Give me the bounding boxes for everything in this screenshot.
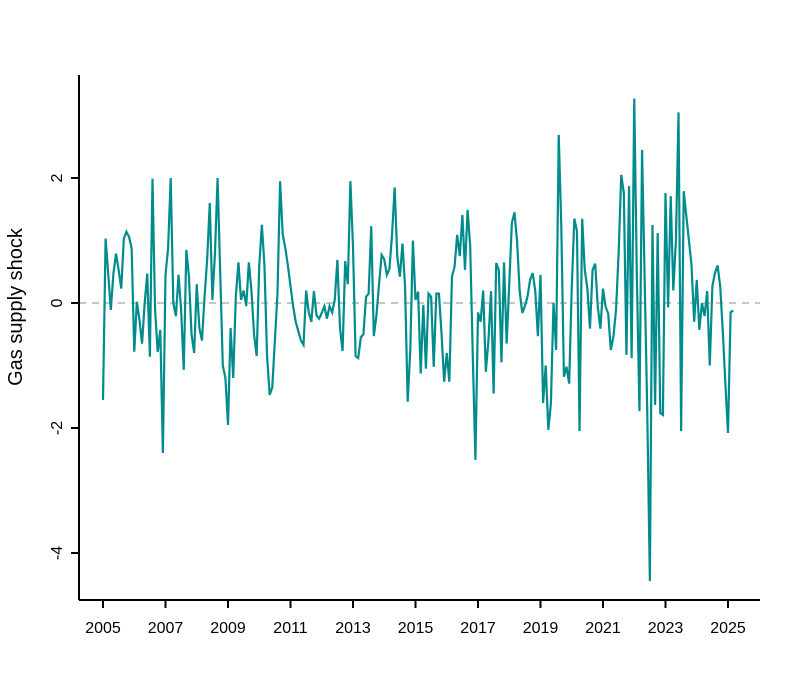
x-tick-label: 2007	[148, 620, 184, 637]
x-tick-label: 2023	[648, 620, 684, 637]
x-tick-label: 2005	[85, 620, 121, 637]
x-tick-label: 2009	[210, 620, 246, 637]
x-tick-label: 2019	[523, 620, 559, 637]
y-tick-label: 2	[49, 173, 66, 182]
x-tick-label: 2025	[710, 620, 746, 637]
tick-marks-and-labels: 2005 2007 2009 2011 2013 2015 2017 2019 2021 2023…	[49, 173, 746, 637]
y-tick-label: 0	[49, 298, 66, 307]
y-tick-label: -2	[49, 421, 66, 435]
series-line	[101, 98, 734, 582]
x-tick-label: 2013	[335, 620, 371, 637]
x-tick-label: 2011	[273, 620, 308, 637]
axes	[78, 75, 760, 601]
y-tick-label: -4	[49, 546, 66, 560]
gas-supply-shock-line	[101, 98, 734, 582]
x-tick-label: 2021	[585, 620, 621, 637]
x-tick-label: 2017	[460, 620, 496, 637]
y-axis-title: Gas supply shock	[5, 227, 27, 386]
x-tick-label: 2015	[398, 620, 434, 637]
